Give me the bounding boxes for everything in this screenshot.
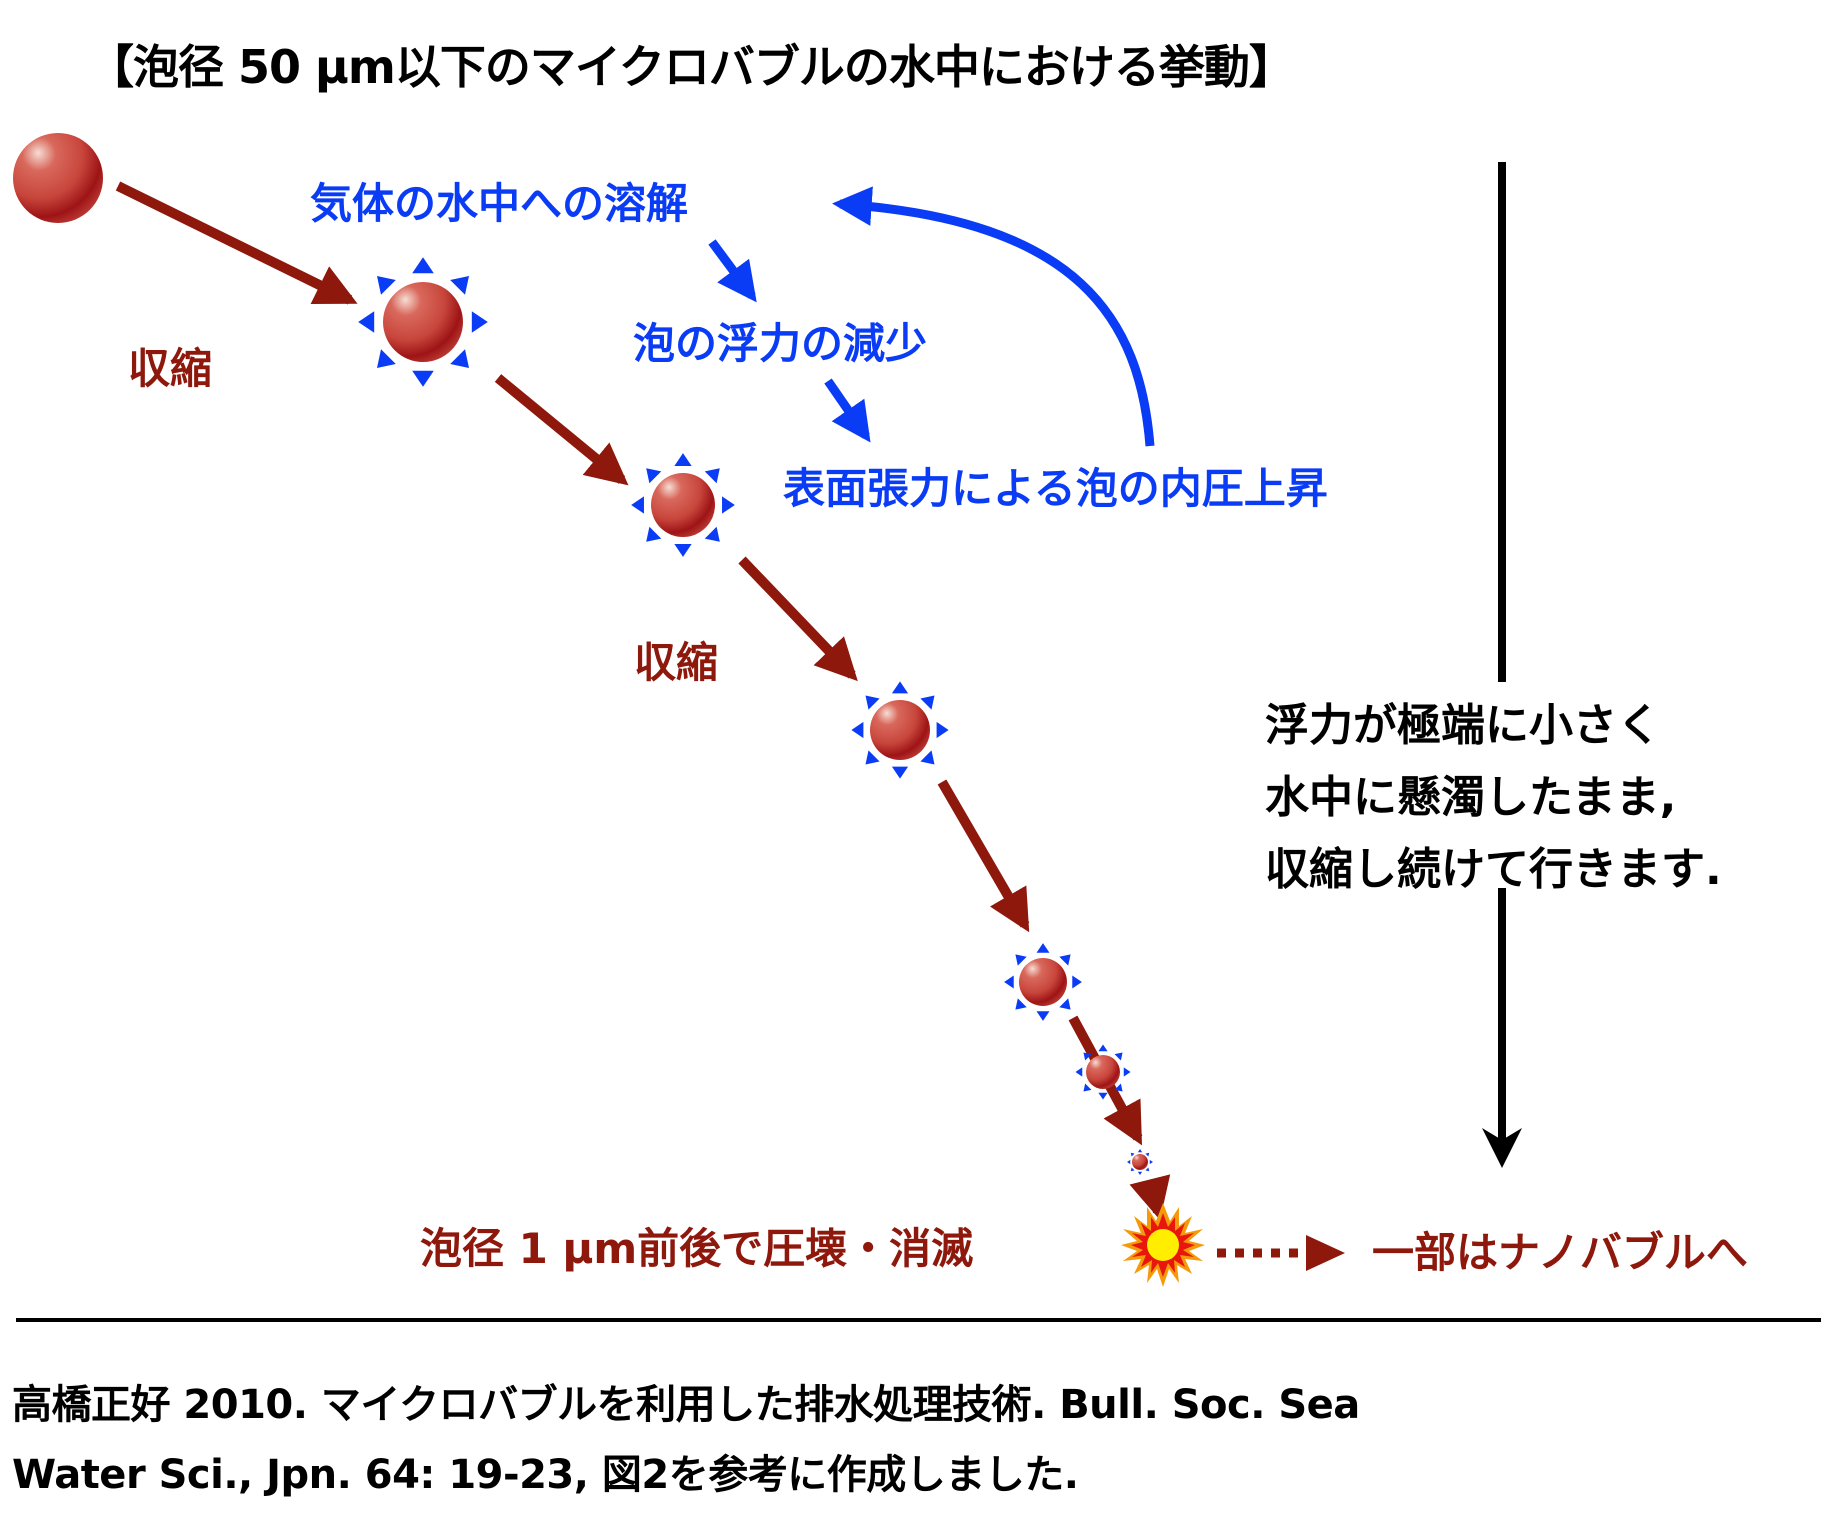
bubble-4 bbox=[851, 681, 949, 779]
collapse-burst-icon bbox=[1121, 1203, 1205, 1287]
side-note-line-2: 水中に懸濁したまま, bbox=[1265, 772, 1677, 823]
citation-line-2: Water Sci., Jpn. 64: 19-23, 図2を参考に作成しました… bbox=[12, 1452, 1079, 1498]
citation: 高橋正好 2010. マイクロバブルを利用した排水処理技術. Bull. Soc… bbox=[12, 1370, 1360, 1510]
side-note-line-3: 収縮し続けて行きます. bbox=[1265, 844, 1722, 895]
feedback-arc-arrow bbox=[832, 186, 1155, 447]
label-shrink-1: 収縮 bbox=[128, 344, 213, 393]
bubble-7 bbox=[1127, 1149, 1153, 1175]
bubble-6 bbox=[1075, 1044, 1131, 1100]
shrink-arrow-6 bbox=[1129, 1174, 1171, 1221]
label-buoyancy-decrease: 泡の浮力の減少 bbox=[633, 319, 928, 368]
citation-line-1: 高橋正好 2010. マイクロバブルを利用した排水処理技術. Bull. Soc… bbox=[12, 1382, 1360, 1428]
shrink-arrow-3 bbox=[738, 556, 858, 682]
label-nanobubble: 一部はナノバブルへ bbox=[1372, 1228, 1748, 1277]
bubble-1 bbox=[13, 133, 103, 223]
process-arrows bbox=[708, 186, 1155, 447]
label-internal-pressure-rise: 表面張力による泡の内圧上昇 bbox=[783, 464, 1328, 513]
bubble-3 bbox=[631, 453, 735, 557]
label-collapse: 泡径 1 μm前後で圧壊・消滅 bbox=[420, 1224, 974, 1273]
label-gas-dissolution: 気体の水中への溶解 bbox=[310, 179, 689, 228]
side-note: 浮力が極端に小さく 水中に懸濁したまま, 収縮し続けて行きます. bbox=[1265, 690, 1722, 906]
shrink-arrow-2 bbox=[494, 374, 629, 486]
bubble-5 bbox=[1004, 943, 1082, 1021]
nanobubble-dotted-arrow bbox=[1217, 1235, 1345, 1271]
process-arrow-2 bbox=[824, 378, 871, 443]
bubble-2 bbox=[358, 257, 488, 387]
side-note-line-1: 浮力が極端に小さく bbox=[1265, 700, 1661, 751]
page-title: 【泡径 50 μm以下のマイクロバブルの水中における挙動】 bbox=[88, 40, 1295, 94]
process-arrow-1 bbox=[708, 239, 757, 303]
label-shrink-2: 収縮 bbox=[634, 638, 719, 687]
shrink-arrow-1 bbox=[115, 181, 358, 305]
shrink-arrow-4 bbox=[937, 779, 1030, 933]
